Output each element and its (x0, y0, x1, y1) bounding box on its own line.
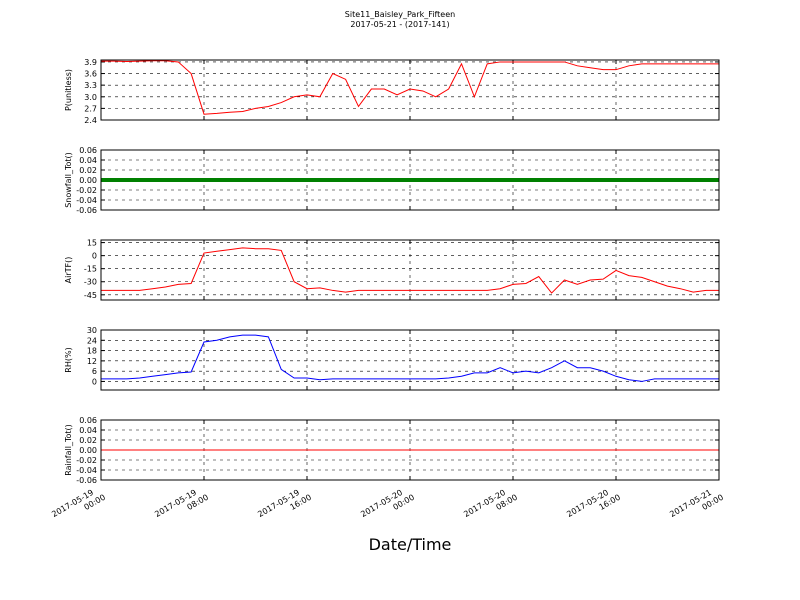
data-line (101, 334, 719, 382)
y-tick-label: 2.4 (84, 116, 97, 125)
y-tick-label: -0.06 (76, 206, 97, 215)
y-tick-label: 0 (92, 252, 97, 261)
axes-frame (100, 149, 720, 211)
y-tick-label: 18 (87, 347, 97, 356)
y-tick-label: -0.04 (76, 196, 97, 205)
y-tick-label: 3.9 (84, 58, 97, 67)
x-axis-label: Date/Time (369, 535, 452, 554)
data-line (101, 247, 719, 294)
y-tick-label: 0 (92, 377, 97, 386)
y-tick-label: 0.00 (79, 446, 97, 455)
y-tick-label: 6 (92, 367, 97, 376)
y-axis-label: Rainfall_Tot() (64, 424, 73, 476)
y-tick-label: 0.06 (79, 146, 97, 155)
y-tick-label: 0.06 (79, 416, 97, 425)
y-tick-label: -0.02 (76, 186, 97, 195)
y-tick-label: -15 (84, 265, 97, 274)
y-tick-label: 3.3 (84, 81, 97, 90)
axes-frame (100, 239, 720, 301)
y-tick-label: 12 (87, 357, 97, 366)
y-tick-label: -0.06 (76, 476, 97, 485)
y-tick-label: -30 (84, 278, 97, 287)
y-tick-label: 0.02 (79, 166, 97, 175)
y-tick-label: -45 (84, 291, 97, 300)
y-tick-label: 3.6 (84, 70, 97, 79)
y-tick-label: 2.7 (84, 104, 97, 113)
axes-frame (100, 329, 720, 391)
y-axis-label: Snowfall_Tot() (64, 152, 73, 208)
y-tick-label: 0.04 (79, 426, 97, 435)
figure-subtitle: 2017-05-21 - (2017-141) (350, 20, 449, 29)
y-axis-label: P(unitless) (64, 69, 73, 111)
axes-frame (100, 59, 720, 121)
y-tick-label: -0.04 (76, 466, 97, 475)
y-axis-label: RH(%) (64, 347, 73, 372)
figure-title: Site11_Baisley_Park_Fifteen (345, 10, 455, 19)
y-tick-label: 0.04 (79, 156, 97, 165)
y-axis-label: AirTF() (64, 257, 73, 284)
data-line (101, 60, 719, 115)
y-tick-label: -0.02 (76, 456, 97, 465)
axes-frame (100, 419, 720, 481)
y-tick-label: 15 (87, 239, 97, 248)
y-tick-label: 0.02 (79, 436, 97, 445)
y-tick-label: 24 (87, 336, 97, 345)
y-tick-label: 3.0 (84, 93, 97, 102)
y-tick-label: 0.00 (79, 176, 97, 185)
y-tick-label: 30 (87, 326, 97, 335)
